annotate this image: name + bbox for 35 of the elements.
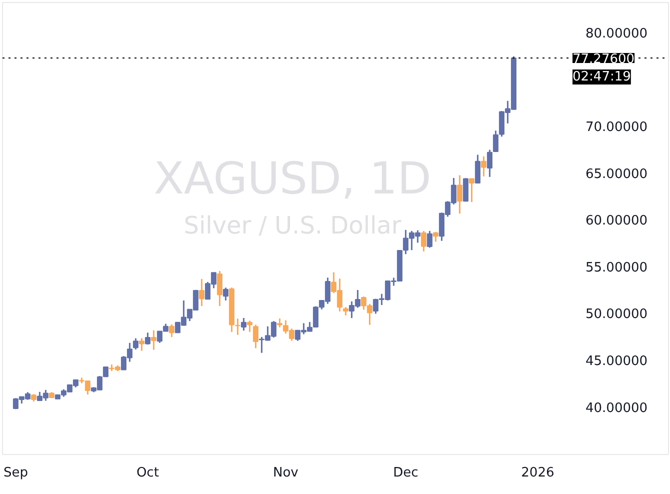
y-tick-label: 65.00000 [586,166,648,182]
y-tick-label: 80.00000 [586,26,648,42]
x-tick-label: Oct [136,466,159,480]
candlestick [486,149,492,178]
candlestick [216,270,222,307]
candlestick [462,177,468,202]
candlestick [474,154,480,184]
y-tick-label: 60.00000 [586,214,648,229]
candlestick [420,230,426,252]
candlestick [252,324,258,349]
candlestick [132,338,138,350]
y-tick-label: 70.00000 [586,120,648,136]
ref-line-label: 77.27600 [572,52,635,67]
y-tick-label: 55.00000 [586,260,648,276]
candlestick [480,156,486,178]
candlestick [150,330,156,351]
text: 02:47:19 [572,69,631,84]
candlestick [468,178,474,203]
candlestick [234,318,240,336]
x-tick-label: Nov [273,466,299,480]
candlestick [222,286,228,302]
candlestick [168,324,174,338]
y-tick-label: 45.00000 [586,354,648,369]
candlestick [456,174,462,214]
x-tick-label: 2026 [521,466,554,480]
x-tick-label: Dec [393,466,418,480]
candlestick [240,317,246,332]
y-tick-label: 40.00000 [586,400,648,416]
candlestick [138,337,144,352]
candlestick [426,230,432,248]
x-tick-label: Sep [3,466,28,480]
y-tick-label: 50.00000 [586,307,648,322]
candlestick [432,231,438,242]
candlestick [246,320,252,333]
candlestick [198,278,204,307]
